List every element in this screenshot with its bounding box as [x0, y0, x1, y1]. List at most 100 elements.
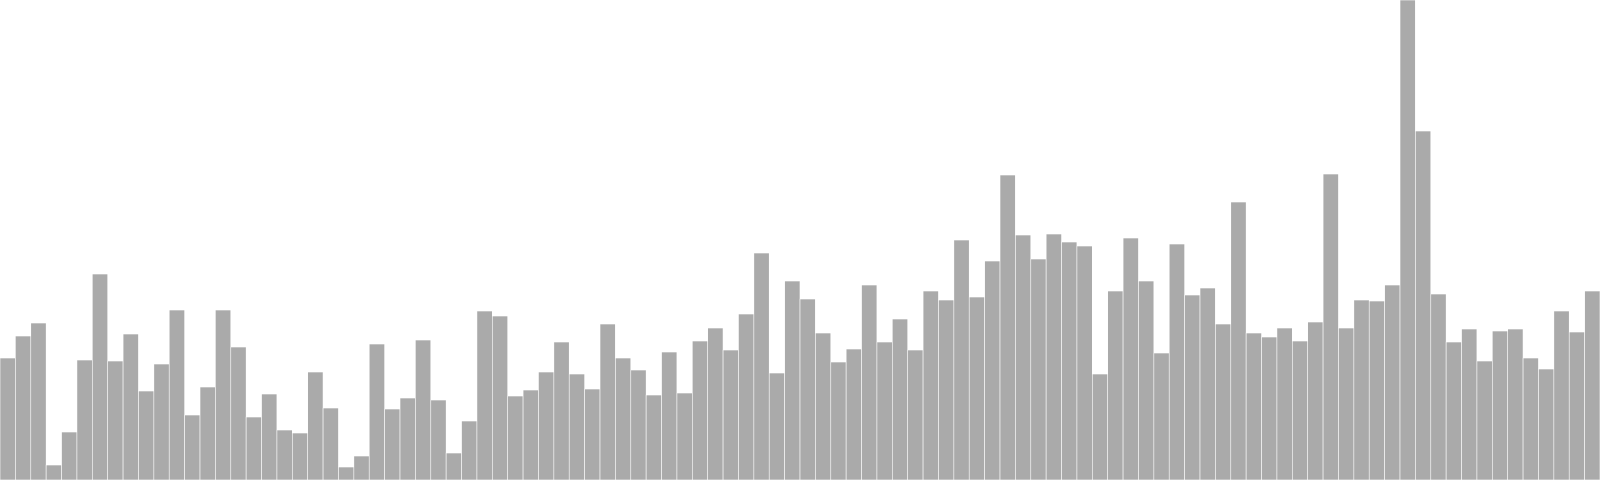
bar-54 [830, 361, 847, 480]
bar-41 [630, 369, 647, 480]
bar-99 [1522, 357, 1539, 480]
bar-42 [645, 394, 662, 480]
bar-60 [922, 290, 939, 480]
bar-101 [1553, 310, 1570, 480]
bar-66 [1015, 234, 1032, 480]
bar-17 [261, 393, 278, 480]
bar-40 [615, 357, 632, 480]
bar-57 [876, 341, 893, 480]
bar-98 [1507, 328, 1524, 480]
bar-51 [784, 280, 801, 480]
bar-96 [1476, 360, 1493, 480]
bar-46 [707, 327, 724, 480]
bar-2 [30, 322, 47, 480]
bar-19 [292, 432, 308, 480]
bar-86 [1322, 173, 1339, 480]
bar-72 [1107, 290, 1124, 480]
bar-18 [276, 429, 293, 480]
bar-85 [1307, 321, 1324, 480]
bar-73 [1122, 237, 1139, 480]
bar-9 [138, 390, 155, 480]
bar-13 [199, 386, 216, 480]
bar-35 [538, 371, 555, 480]
bar-63 [968, 296, 985, 480]
bar-61 [938, 299, 955, 480]
bar-44 [676, 392, 693, 480]
bar-36 [553, 341, 570, 480]
bar-1 [15, 335, 32, 480]
bar-33 [507, 395, 524, 480]
bar-4 [61, 431, 78, 480]
bar-10 [153, 363, 170, 480]
bar-100 [1538, 368, 1555, 480]
bar-77 [1184, 294, 1201, 480]
bar-28 [430, 399, 447, 480]
bar-50 [768, 372, 785, 480]
bar-53 [815, 332, 832, 480]
bar-16 [245, 416, 262, 480]
bar-78 [1199, 287, 1216, 480]
bar-88 [1353, 299, 1370, 480]
bar-5 [76, 359, 93, 480]
bar-91 [1399, 0, 1416, 480]
bar-12 [184, 414, 201, 480]
bar-43 [661, 351, 678, 480]
bar-80 [1230, 201, 1247, 480]
bar-62 [953, 239, 970, 480]
bar-26 [399, 397, 416, 480]
bar-48 [738, 313, 755, 480]
bar-11 [168, 309, 185, 480]
bar-90 [1384, 284, 1401, 480]
bar-94 [1445, 341, 1462, 480]
bar-7 [107, 360, 124, 480]
bar-74 [1138, 280, 1155, 480]
bar-29 [445, 452, 462, 480]
bar-103 [1584, 290, 1600, 480]
bar-3 [45, 464, 62, 480]
bar-70 [1076, 245, 1093, 480]
bar-71 [1092, 373, 1108, 480]
bar-39 [599, 323, 616, 480]
bar-25 [384, 408, 401, 480]
bar-52 [799, 298, 816, 480]
bar-30 [461, 420, 478, 480]
bar-83 [1276, 327, 1293, 480]
bar-92 [1415, 130, 1432, 480]
bar-37 [568, 373, 585, 480]
bar-59 [907, 349, 924, 480]
bar-65 [999, 174, 1016, 480]
bar-55 [845, 348, 862, 480]
bar-32 [492, 315, 508, 480]
bar-20 [307, 371, 324, 480]
bar-82 [1261, 336, 1278, 480]
bar-49 [753, 252, 770, 480]
bar-95 [1461, 328, 1478, 480]
bar-24 [368, 343, 385, 480]
bar-0 [0, 357, 16, 480]
bar-87 [1338, 327, 1355, 480]
bar-69 [1061, 241, 1078, 480]
bar-67 [1030, 258, 1047, 480]
bar-38 [584, 388, 601, 480]
bar-89 [1368, 300, 1385, 480]
bar-68 [1045, 233, 1062, 480]
bar-47 [722, 349, 739, 480]
bar-21 [322, 407, 339, 480]
bar-75 [1153, 352, 1170, 480]
bar-34 [522, 389, 539, 480]
bar-84 [1292, 340, 1308, 480]
bar-14 [215, 309, 232, 480]
bar-58 [892, 318, 908, 480]
bar-23 [353, 455, 370, 480]
bar-31 [476, 310, 493, 480]
bar-81 [1245, 332, 1262, 480]
bar-56 [861, 284, 878, 480]
bar-64 [984, 260, 1001, 480]
bar-27 [415, 339, 432, 480]
bar-79 [1215, 323, 1232, 480]
bar-102 [1568, 331, 1585, 480]
bar-22 [338, 466, 355, 480]
bar-6 [92, 273, 108, 480]
